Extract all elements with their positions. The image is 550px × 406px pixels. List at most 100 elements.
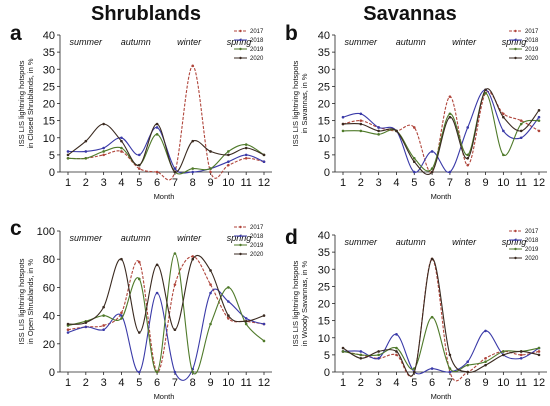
data-point-2019 [430,315,434,319]
legend-label-2019: 2019 [525,47,539,53]
data-point-2018 [173,370,177,374]
data-point-2019 [377,353,380,357]
y-axis-label: in Closed Shrublands, in % [26,58,35,148]
x-tick-label: 6 [154,377,160,389]
data-point-2020 [502,353,505,357]
legend-marker-2017 [514,229,517,233]
data-point-2018 [502,129,505,133]
data-point-2020 [66,153,70,157]
x-tick-label: 3 [376,377,382,389]
shrublands-title: Shrublands [91,3,201,25]
data-point-2019 [102,314,105,317]
series-line-2017 [67,65,265,181]
legend-marker-2017 [239,225,242,229]
x-tick-label: 7 [447,177,453,189]
series-line-2019 [342,316,540,373]
y-tick-label: 15 [43,116,55,128]
data-point-2020 [537,353,541,357]
data-point-2017 [227,317,230,320]
data-point-2018 [227,300,230,303]
legend-marker-2017 [239,29,242,33]
data-point-2019 [484,360,487,364]
y-tick-label: 15 [318,116,330,128]
x-tick-label: 12 [258,177,270,189]
x-tick-label: 2 [358,177,364,189]
panel-letter: b [285,22,298,45]
data-point-2017 [155,170,159,174]
series-line-2017 [342,90,540,173]
y-tick-label: 10 [43,133,55,145]
season-label: autumn [396,237,426,247]
x-tick-label: 5 [136,177,142,189]
data-point-2019 [120,317,123,320]
data-point-2018 [84,150,88,153]
series-line-2019 [67,133,265,175]
data-point-2018 [262,322,266,326]
series-line-2019 [342,92,540,172]
legend-label-2017: 2017 [250,29,264,35]
data-point-2017 [120,150,123,153]
season-label: summer [70,233,104,243]
data-point-2020 [244,146,248,150]
y-tick-label: 40 [318,230,330,242]
data-point-2019 [244,322,248,326]
y-axis-label: ISS LIS lightning hotspots [17,258,26,344]
y-tick-label: 30 [318,264,330,276]
series-line-2018 [342,330,540,375]
y-axis-label: ISS LIS lightning hotspots [291,260,300,346]
data-point-2017 [484,357,487,360]
data-point-2019 [395,346,398,350]
legend-label-2018: 2018 [250,38,264,44]
legend-label-2017: 2017 [525,29,539,35]
season-label: winter [452,37,477,47]
data-point-2017 [66,328,70,332]
data-point-2017 [412,126,416,129]
data-point-2020 [120,257,123,261]
legend-marker-2017 [514,29,517,33]
y-axis-label: in Woody Savannas, in % [300,261,309,347]
data-point-2017 [448,95,452,98]
data-point-2018 [484,329,487,333]
y-tick-label: 60 [43,282,55,294]
y-tick-label: 5 [49,150,55,162]
data-point-2019 [341,129,345,133]
legend-marker-2019 [239,47,242,51]
y-tick-label: 10 [318,133,330,145]
x-tick-label: 8 [190,177,196,189]
data-point-2019 [430,167,434,170]
data-point-2019 [155,370,159,374]
data-point-2018 [227,160,230,164]
data-point-2018 [209,291,212,295]
data-point-2018 [102,328,105,332]
y-axis-label: in Open Shrublands, in % [26,259,35,344]
legend-marker-2020 [239,56,242,60]
data-point-2020 [209,269,212,272]
data-point-2020 [102,122,105,126]
data-point-2019 [227,150,230,153]
data-point-2020 [466,370,470,374]
y-tick-label: 0 [324,167,330,179]
data-point-2020 [484,88,487,92]
data-point-2020 [430,170,434,174]
data-point-2018 [191,170,195,174]
data-point-2017 [137,260,141,264]
data-point-2020 [102,305,105,309]
legend-label-2020: 2020 [525,56,539,62]
data-point-2018 [412,170,416,174]
data-point-2018 [466,126,470,129]
data-point-2020 [537,109,541,112]
data-point-2020 [227,153,230,157]
series-line-2020 [67,123,265,173]
x-tick-label: 6 [429,177,435,189]
x-tick-label: 8 [465,377,471,389]
x-axis-label: Month [154,392,175,401]
legend-label-2019: 2019 [250,243,264,249]
data-point-2019 [155,133,159,136]
data-point-2020 [209,150,212,153]
season-label: spring [502,37,527,47]
season-label: winter [177,37,202,47]
x-tick-label: 10 [222,377,234,389]
x-tick-label: 3 [376,177,382,189]
